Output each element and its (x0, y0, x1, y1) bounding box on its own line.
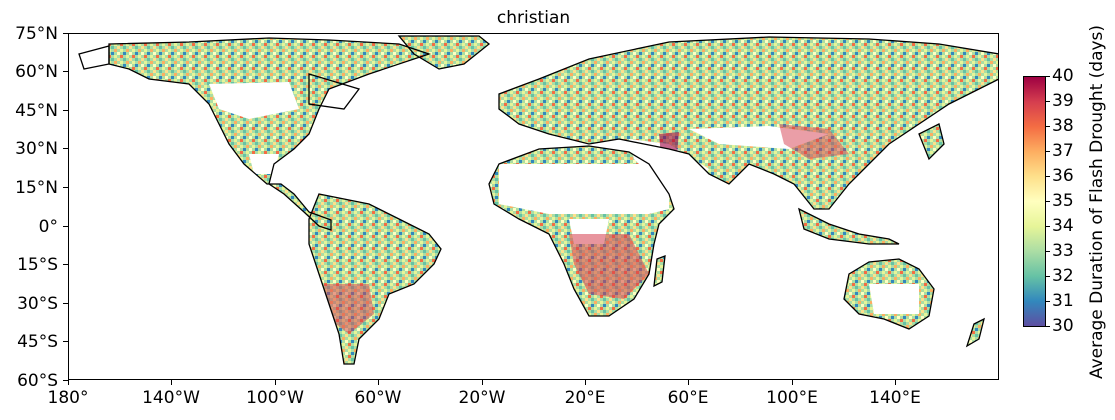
colorbar-tick-label: 36 (1052, 166, 1074, 186)
colorbar-tick-label: 38 (1052, 116, 1074, 136)
colorbar-tick-label: 31 (1052, 291, 1074, 311)
y-tick-label: 0° (38, 217, 58, 237)
x-tick-label: 140°W (142, 388, 200, 408)
drought-duration-raster (109, 36, 998, 364)
x-tick-label: 60°W (354, 388, 402, 408)
x-tick-label: 20°W (458, 388, 506, 408)
colorbar-tick-label: 32 (1052, 266, 1074, 286)
y-tick-label: 60°N (15, 62, 58, 82)
y-tick-label: 45°N (15, 101, 58, 121)
x-tick-label: 100°W (246, 388, 304, 408)
colorbar-tick-label: 40 (1052, 66, 1074, 86)
colorbar (1023, 76, 1046, 327)
colorbar-tick-label: 35 (1052, 191, 1074, 211)
colorbar-tick-label: 39 (1052, 91, 1074, 111)
world-map (78, 35, 998, 365)
colorbar-tick-label: 33 (1052, 241, 1074, 261)
x-tick-label: 20°E (564, 388, 606, 408)
x-tick-label: 180° (47, 388, 89, 408)
colorbar-title: Average Duration of Flash Drought (days) (1087, 24, 1107, 380)
y-tick-label: 30°N (15, 139, 58, 159)
y-tick-label: 75°N (15, 24, 58, 44)
y-tick-label: 30°S (17, 294, 58, 314)
x-tick-label: 60°E (667, 388, 709, 408)
colorbar-tick-label: 34 (1052, 216, 1074, 236)
y-tick-label: 60°S (17, 371, 58, 391)
colorbar-tick-label: 37 (1052, 141, 1074, 161)
y-tick-label: 15°S (17, 255, 58, 275)
y-tick-label: 45°S (17, 332, 58, 352)
map-title: christian (496, 8, 571, 28)
x-tick-label: 100°E (766, 388, 818, 408)
coastlines (78, 35, 998, 365)
x-tick-label: 140°E (869, 388, 921, 408)
map-frame (68, 33, 999, 380)
y-tick-label: 15°N (15, 178, 58, 198)
colorbar-tick-label: 30 (1052, 316, 1074, 336)
